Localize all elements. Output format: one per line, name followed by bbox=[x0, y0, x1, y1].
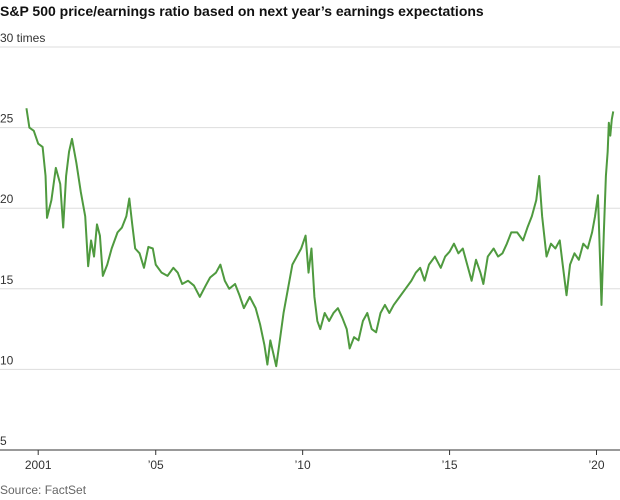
x-tick-label: ’15 bbox=[442, 458, 458, 472]
x-tick-label: ’05 bbox=[148, 458, 164, 472]
y-tick-label: 15 bbox=[0, 273, 14, 287]
x-tick-label: ’10 bbox=[295, 458, 311, 472]
x-tick-label: ’20 bbox=[588, 458, 604, 472]
x-tick-label: 2001 bbox=[25, 458, 52, 472]
y-tick-label: 5 bbox=[0, 434, 7, 448]
source: Source: FactSet bbox=[0, 483, 87, 497]
y-tick-label: 30 times bbox=[0, 31, 45, 45]
y-tick-label: 25 bbox=[0, 112, 14, 126]
chart-title: S&P 500 price/earnings ratio based on ne… bbox=[0, 3, 484, 19]
y-tick-label: 20 bbox=[0, 192, 14, 206]
y-tick-label: 10 bbox=[0, 353, 14, 367]
data-line bbox=[25, 108, 615, 368]
